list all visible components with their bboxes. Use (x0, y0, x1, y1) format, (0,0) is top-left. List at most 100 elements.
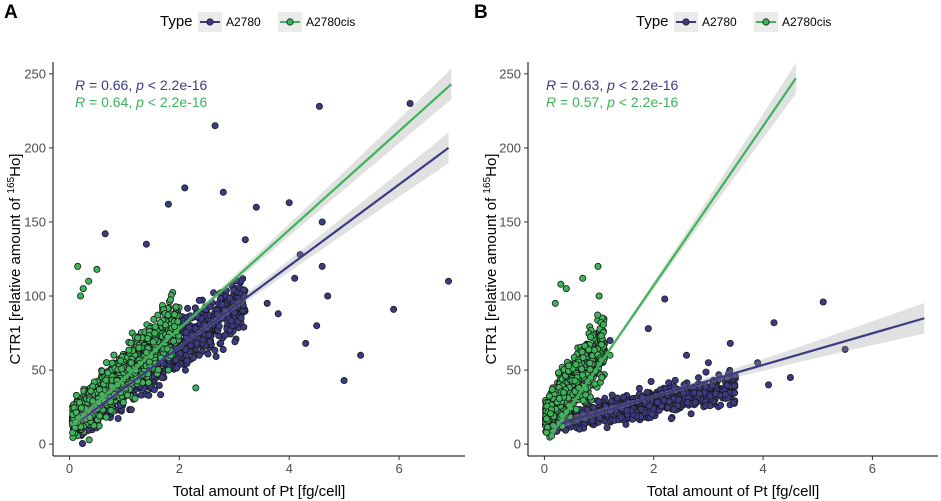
point (576, 425, 584, 433)
point (134, 334, 142, 342)
point (230, 286, 238, 294)
point (85, 277, 93, 285)
correlation-label-a2780cis: R = 0.57, p < 2.2e-16 (546, 94, 679, 110)
y-tick-label: 50 (32, 363, 46, 378)
legend-label: A2780cis (782, 15, 831, 29)
point (543, 428, 551, 436)
x-tick-label: 0 (66, 461, 73, 476)
point (579, 371, 587, 379)
point (164, 200, 172, 208)
point (591, 380, 599, 388)
point (142, 240, 150, 248)
point (206, 338, 214, 346)
point (572, 405, 580, 413)
point (302, 339, 310, 347)
legend-entry-a2780: A2780 (674, 12, 737, 32)
point (85, 436, 93, 444)
point (145, 391, 153, 399)
point (102, 413, 110, 421)
panel-b: B Type A2780 A2780cis 0 50 100 150 200 250 0 2 4 6 Tot… (474, 2, 938, 500)
point (164, 366, 172, 374)
point (176, 349, 184, 357)
point (195, 296, 203, 304)
point (182, 345, 190, 353)
point (127, 406, 135, 414)
y-tick-label: 100 (499, 289, 521, 304)
point (765, 381, 773, 389)
point (107, 406, 115, 414)
point (227, 317, 235, 325)
point (614, 394, 622, 402)
x-tick-label: 6 (395, 461, 402, 476)
point (239, 301, 247, 309)
point (565, 362, 573, 370)
point (145, 378, 153, 386)
legend: Type A2780 A2780cis (636, 12, 831, 32)
point (603, 424, 611, 432)
point (221, 331, 229, 339)
point (189, 354, 197, 362)
point (102, 376, 110, 384)
legend-key-point (682, 18, 690, 26)
point (560, 388, 568, 396)
x-tick-label: 6 (869, 461, 876, 476)
legend-key-point (286, 18, 294, 26)
point (79, 439, 87, 447)
x-axis-title: Total amount of Pt [fg/cell] (173, 483, 346, 500)
point (721, 390, 729, 398)
point (181, 184, 189, 192)
point (151, 329, 159, 337)
point (548, 385, 556, 393)
point (704, 359, 712, 367)
y-tick-label: 200 (499, 140, 521, 155)
point (315, 102, 323, 110)
point (594, 311, 602, 319)
regression-line-a2780cis (71, 83, 453, 426)
legend: Type A2780 A2780cis (160, 12, 355, 32)
point (193, 339, 201, 347)
point (219, 345, 227, 353)
y-axis-title-prefix: CTR1 [relative amount of (7, 194, 24, 365)
point (444, 277, 452, 285)
point (87, 387, 95, 395)
point (731, 389, 739, 397)
point (595, 398, 603, 406)
point (645, 402, 653, 410)
point (163, 345, 171, 353)
correlation-label-a2780: R = 0.63, p < 2.2e-16 (546, 77, 679, 93)
point (215, 322, 223, 330)
point (77, 292, 85, 300)
point (595, 292, 603, 300)
point (117, 357, 125, 365)
point (551, 299, 559, 307)
point (390, 305, 398, 313)
x-axis-title: Total amount of Pt [fg/cell] (647, 483, 820, 500)
legend-entry-a2780cis: A2780cis (754, 12, 831, 32)
point (263, 299, 271, 307)
axes: 0 50 100 150 200 250 0 2 4 6 Total amount of Pt [f… (6, 62, 465, 500)
point (578, 365, 586, 373)
point (237, 314, 245, 322)
point (579, 354, 587, 362)
point (600, 321, 608, 329)
point (149, 338, 157, 346)
point (110, 351, 118, 359)
point (166, 296, 174, 304)
point (726, 339, 734, 347)
y-tick-label: 50 (507, 363, 521, 378)
legend-label: A2780 (702, 15, 737, 29)
point (172, 303, 180, 311)
point (691, 398, 699, 406)
point (154, 366, 162, 374)
point (665, 379, 673, 387)
point (170, 323, 178, 331)
point (617, 413, 625, 421)
point (205, 331, 213, 339)
point (647, 377, 655, 385)
point (218, 300, 226, 308)
point (241, 236, 249, 244)
point (571, 377, 579, 385)
x-tick-label: 2 (650, 461, 657, 476)
point (135, 344, 143, 352)
